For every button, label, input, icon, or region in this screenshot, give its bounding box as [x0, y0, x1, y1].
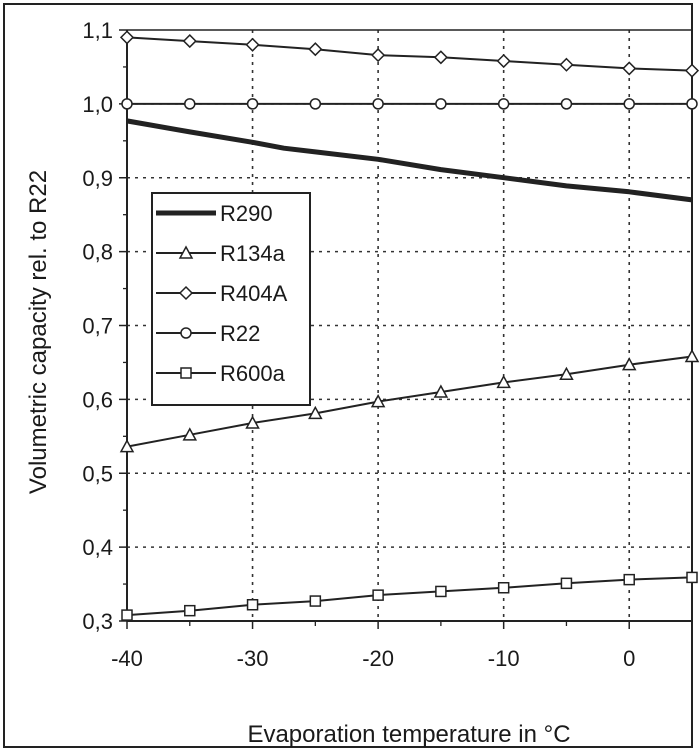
data-point-r134a [245, 415, 260, 429]
data-point-r22 [184, 98, 196, 110]
legend-marker-r404a [178, 285, 194, 301]
data-point-r134a [119, 439, 135, 453]
data-point-r600a [560, 577, 573, 590]
series-line-r290 [126, 118, 693, 203]
y-tick-label: 0,5 [82, 461, 113, 486]
data-point-r600a [184, 604, 196, 617]
data-point-r404a [308, 42, 323, 57]
series-line-r404a [126, 36, 693, 72]
legend-marker-r134a [178, 245, 194, 259]
y-axis-label: Volumetric capacity rel. to R22 [25, 170, 52, 494]
axes: 0,3 0,4 0,5 0,6 0,7 0,8 0,9 1,0 1,1 -40 -30 -20 -10 0 [82, 18, 693, 671]
legend-label-r404a: R404A [220, 281, 288, 306]
data-point-r600a [686, 571, 698, 584]
y-tick-label: 0,3 [82, 609, 113, 634]
series-line-r600a [126, 576, 693, 617]
y-tick-label: 0,9 [82, 166, 113, 191]
data-point-r134a [433, 384, 449, 398]
data-point-r22 [686, 98, 698, 110]
legend-label-r600a: R600a [220, 361, 286, 386]
data-point-r134a [308, 405, 323, 420]
data-point-r600a [246, 598, 259, 611]
legend: R290 R134a R404A R22 R600a [151, 192, 311, 406]
legend-label-r134a: R134a [220, 241, 286, 266]
data-point-r404a [559, 57, 574, 72]
x-tick-label: 0 [623, 646, 635, 671]
x-axis-label: Evaporation temperature in °C [247, 721, 570, 748]
data-point-r134a [370, 394, 386, 408]
data-point-r22 [497, 98, 510, 110]
series-line-r134a [126, 355, 693, 448]
data-point-r22 [560, 98, 573, 110]
data-point-r404a [622, 61, 637, 76]
data-point-r134a [621, 357, 637, 371]
chart-frame [3, 3, 693, 748]
data-point-r404a [496, 53, 511, 69]
x-tick-label: -10 [488, 646, 520, 671]
x-tick-label: -20 [362, 646, 394, 671]
data-point-r134a [182, 427, 198, 441]
data-point-r404a [684, 63, 700, 78]
data-point-r600a [435, 585, 447, 598]
data-point-r404a [371, 48, 386, 63]
data-point-r134a [559, 366, 574, 381]
data-point-r600a [121, 609, 133, 621]
legend-box [151, 192, 311, 406]
series-lines [119, 30, 700, 621]
data-point-r600a [623, 573, 635, 586]
y-tick-label: 1,1 [82, 18, 113, 43]
data-point-r404a [182, 34, 197, 49]
data-point-r404a [433, 50, 448, 65]
legend-marker-r600a [180, 367, 192, 379]
legend-label-r22: R22 [220, 321, 260, 346]
y-tick-label: 1,0 [82, 92, 113, 117]
data-point-r22 [435, 98, 447, 110]
data-point-r600a [309, 595, 322, 607]
data-point-r600a [372, 589, 384, 601]
data-point-r134a [684, 348, 700, 363]
data-point-r134a [496, 374, 511, 389]
data-point-r600a [497, 582, 510, 594]
y-tick-label: 0,6 [82, 387, 113, 412]
y-tick-label: 0,4 [82, 535, 113, 560]
legend-label-r290: R290 [220, 201, 273, 226]
y-tick-label: 0,7 [82, 314, 113, 339]
legend-marker-r22 [180, 327, 192, 339]
data-point-r22 [309, 98, 322, 110]
data-point-r404a [119, 30, 135, 45]
x-tick-label: -30 [237, 646, 269, 671]
y-tick-label: 0,8 [82, 240, 113, 265]
data-point-r22 [246, 98, 259, 110]
x-tick-label: -40 [111, 646, 143, 671]
data-point-r404a [245, 37, 260, 52]
data-point-r22 [121, 98, 133, 110]
data-point-r22 [623, 98, 635, 110]
data-point-r22 [372, 98, 384, 110]
